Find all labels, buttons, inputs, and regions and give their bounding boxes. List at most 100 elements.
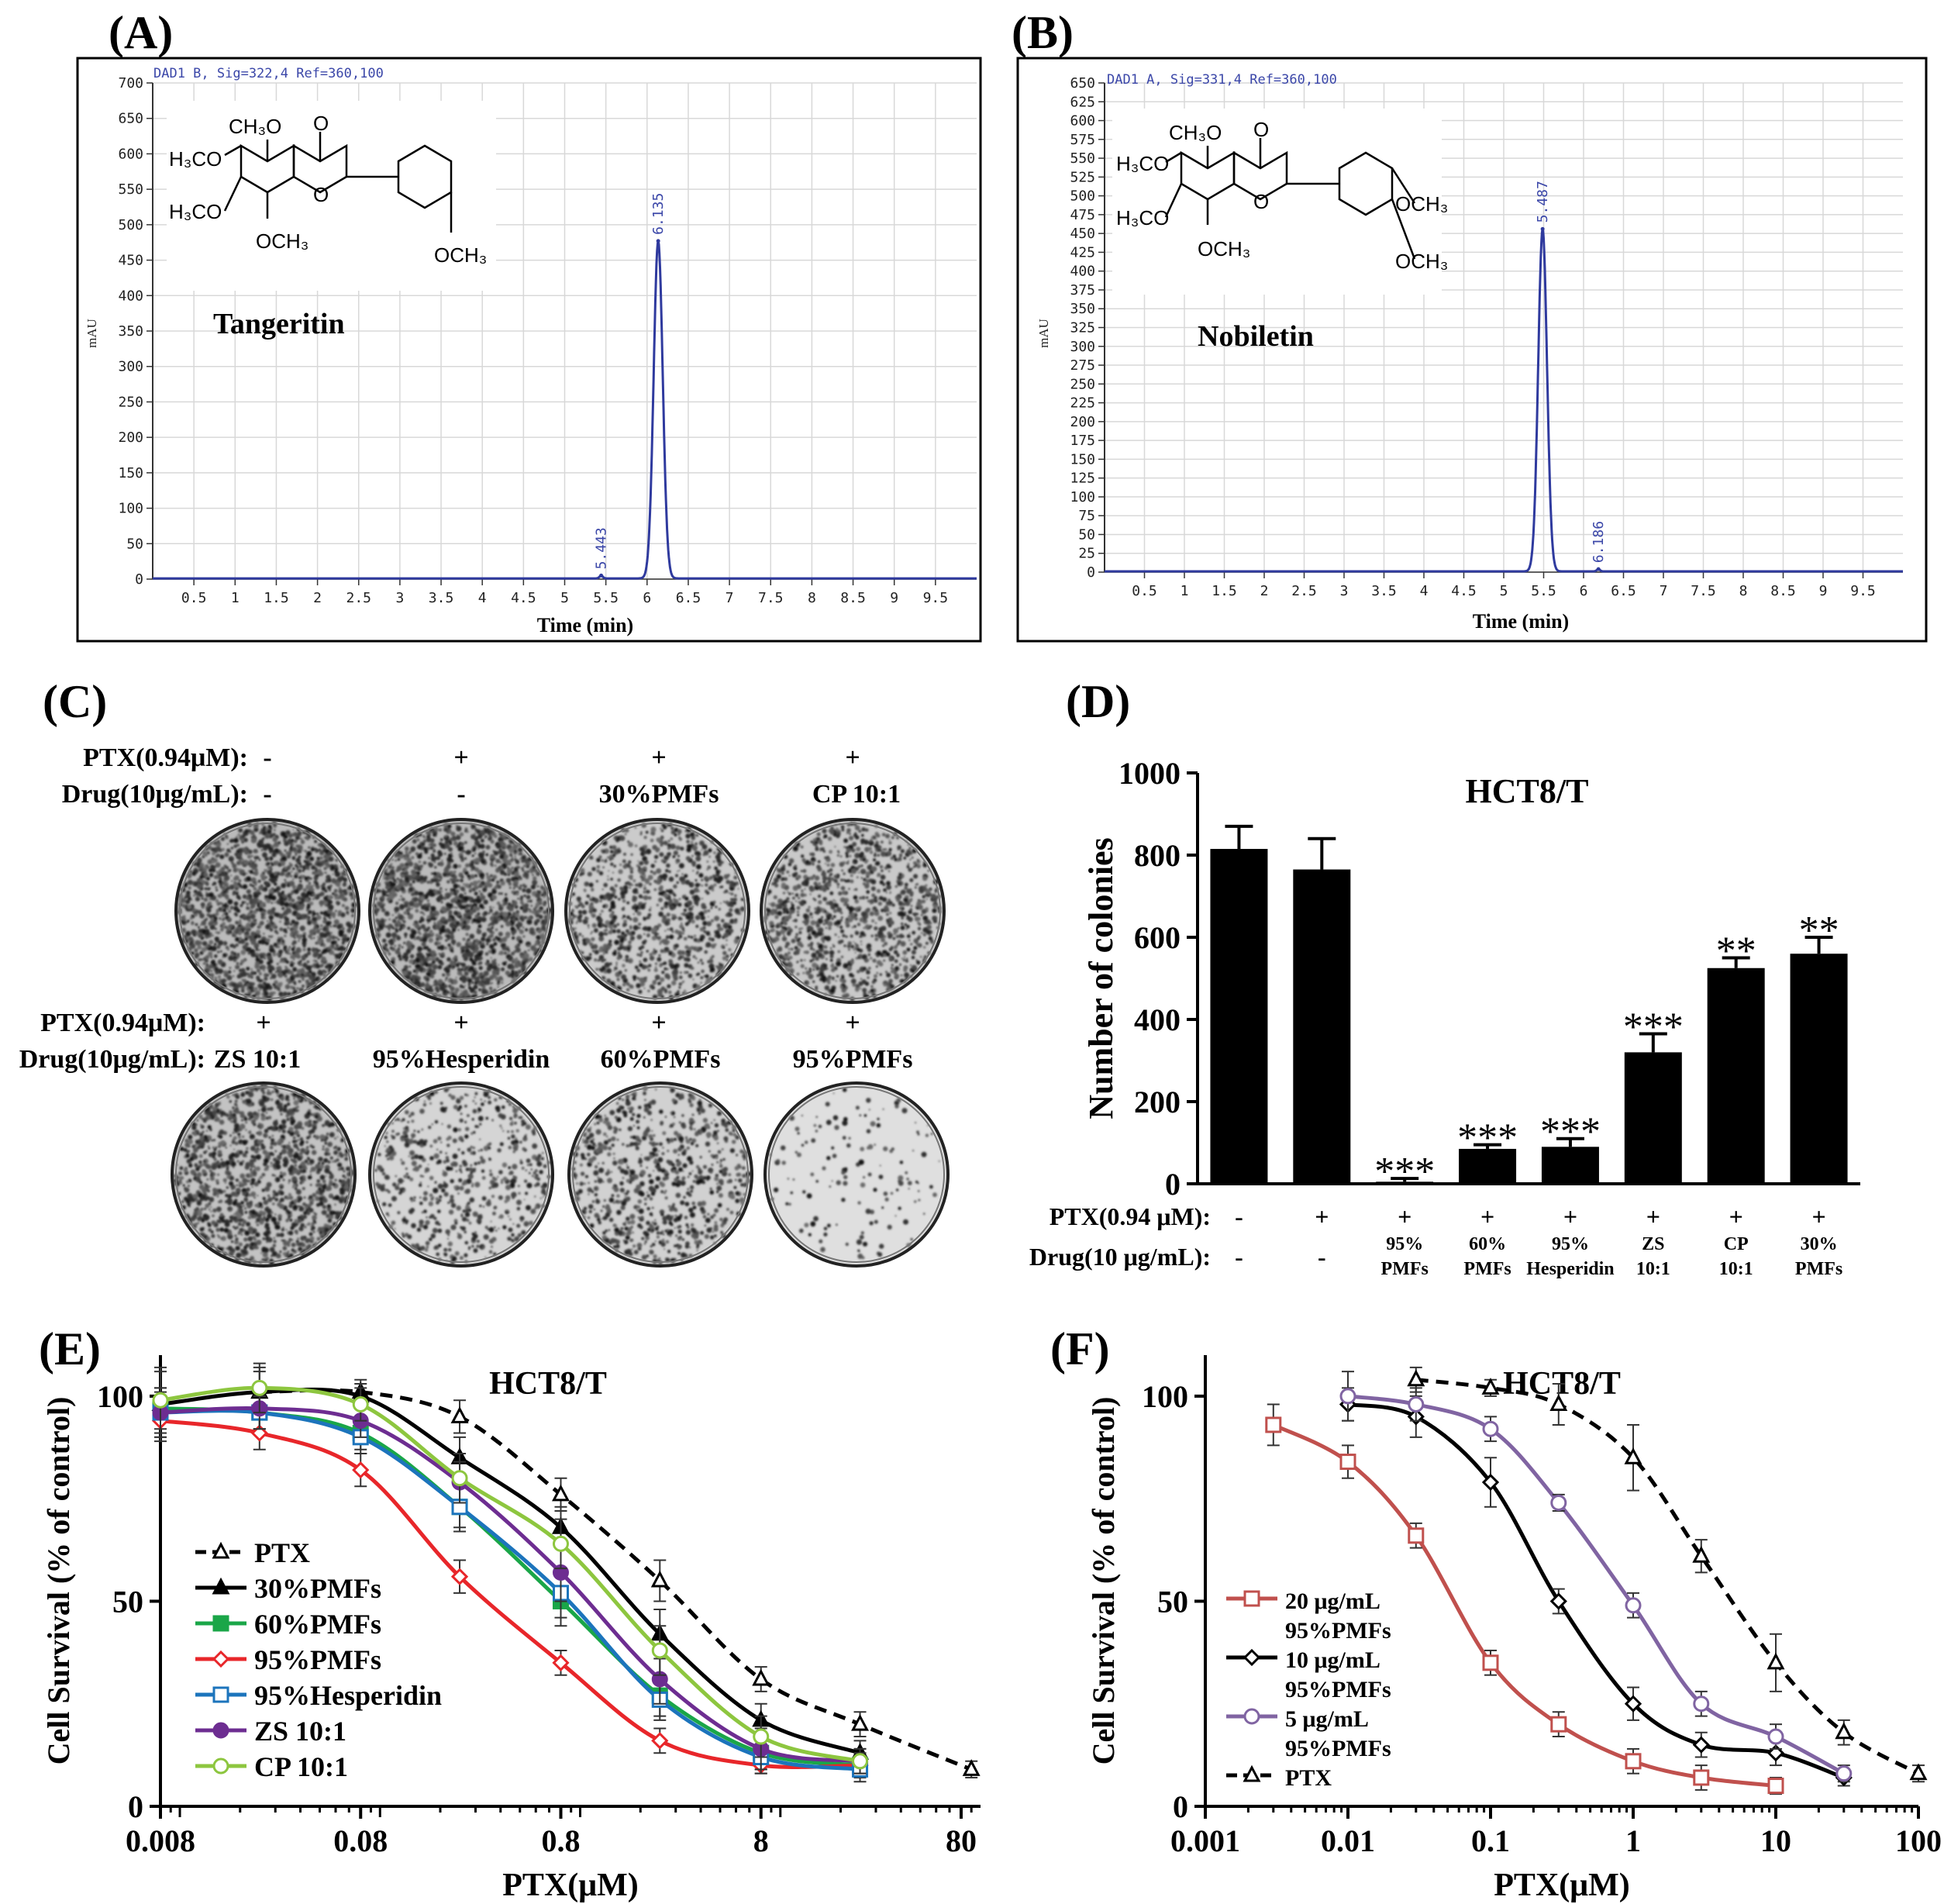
colony: [536, 935, 540, 940]
colony: [701, 961, 705, 965]
colony: [184, 894, 187, 896]
colony: [243, 917, 246, 920]
colony: [691, 855, 694, 857]
colony: [195, 896, 199, 899]
colony: [431, 892, 436, 897]
colony: [677, 902, 682, 907]
panel-c-row1-drug-3: 30%PMFs: [599, 780, 719, 809]
colony: [656, 837, 661, 843]
colony: [418, 860, 422, 864]
colony: [450, 933, 454, 937]
colony: [321, 886, 326, 892]
colony: [226, 886, 230, 891]
colony: [420, 896, 425, 902]
colony: [670, 913, 674, 916]
colony: [688, 973, 693, 978]
colony: [314, 840, 317, 843]
colony: [305, 897, 310, 903]
colony: [668, 990, 672, 995]
colony: [403, 911, 408, 915]
colony: [446, 929, 451, 933]
colony: [250, 877, 257, 883]
colony: [333, 916, 336, 919]
colony: [574, 916, 577, 918]
colony: [665, 935, 670, 940]
colony: [684, 989, 686, 992]
colony: [307, 947, 312, 952]
colony: [268, 888, 274, 894]
colony: [643, 916, 646, 919]
panel-a-axes: 0.5 1 1.5 2 2.5 3 3.5 4 4.5 5 5.5 6 6.5 7 7.5 8 8.5 9 9.50…: [118, 75, 977, 606]
colony: [250, 971, 255, 976]
colony: [180, 898, 186, 903]
colony: [312, 871, 315, 875]
colony: [338, 931, 344, 937]
colony: [474, 990, 477, 995]
colony: [639, 963, 643, 968]
colony: [237, 882, 241, 886]
colony: [511, 971, 515, 976]
colony: [333, 895, 336, 897]
colony: [621, 907, 626, 911]
colony: [306, 905, 311, 909]
colony: [640, 945, 645, 949]
colony: [255, 930, 261, 935]
colony: [478, 966, 483, 971]
colony: [588, 926, 590, 929]
colony: [817, 860, 821, 864]
colony: [244, 925, 249, 930]
colony: [479, 940, 482, 944]
colony: [458, 886, 461, 888]
colony: [266, 938, 271, 943]
colony: [226, 884, 229, 888]
colony: [336, 960, 338, 963]
colony: [695, 957, 698, 960]
colony: [214, 967, 218, 970]
colony: [642, 940, 646, 945]
colony: [251, 982, 255, 986]
colony: [708, 933, 712, 936]
colony: [438, 953, 441, 955]
colony: [661, 971, 665, 974]
colony: [458, 893, 464, 899]
colony: [222, 942, 226, 945]
colony: [615, 961, 618, 964]
colony: [522, 935, 526, 938]
colony: [295, 854, 298, 856]
colony: [588, 882, 594, 888]
colony: [326, 885, 332, 890]
colony: [320, 860, 326, 865]
colony: [669, 934, 674, 940]
colony: [347, 923, 352, 928]
colony: [343, 877, 348, 882]
colony: [448, 911, 453, 916]
colony: [300, 968, 305, 974]
colony: [591, 936, 595, 942]
colony: [306, 974, 308, 976]
colony: [233, 881, 239, 887]
colony: [233, 933, 237, 938]
colony: [215, 899, 219, 902]
colony: [677, 854, 680, 857]
colony: [688, 919, 691, 923]
colony: [698, 883, 701, 886]
colony: [536, 885, 539, 888]
colony: [452, 950, 454, 953]
colony: [320, 961, 323, 963]
colony: [207, 859, 213, 864]
colony: [527, 900, 529, 902]
colony: [696, 864, 701, 870]
colony: [526, 919, 533, 925]
colony: [265, 986, 269, 989]
colony: [219, 917, 222, 920]
colony: [668, 959, 673, 964]
colony: [297, 895, 302, 901]
colony: [628, 940, 632, 944]
tangeritin-label-4p: OCH₃: [434, 243, 487, 267]
colony: [639, 977, 644, 983]
colony: [281, 940, 285, 943]
colony: [735, 908, 740, 913]
colony: [794, 919, 798, 923]
colony: [384, 926, 387, 928]
colony: [341, 904, 345, 908]
